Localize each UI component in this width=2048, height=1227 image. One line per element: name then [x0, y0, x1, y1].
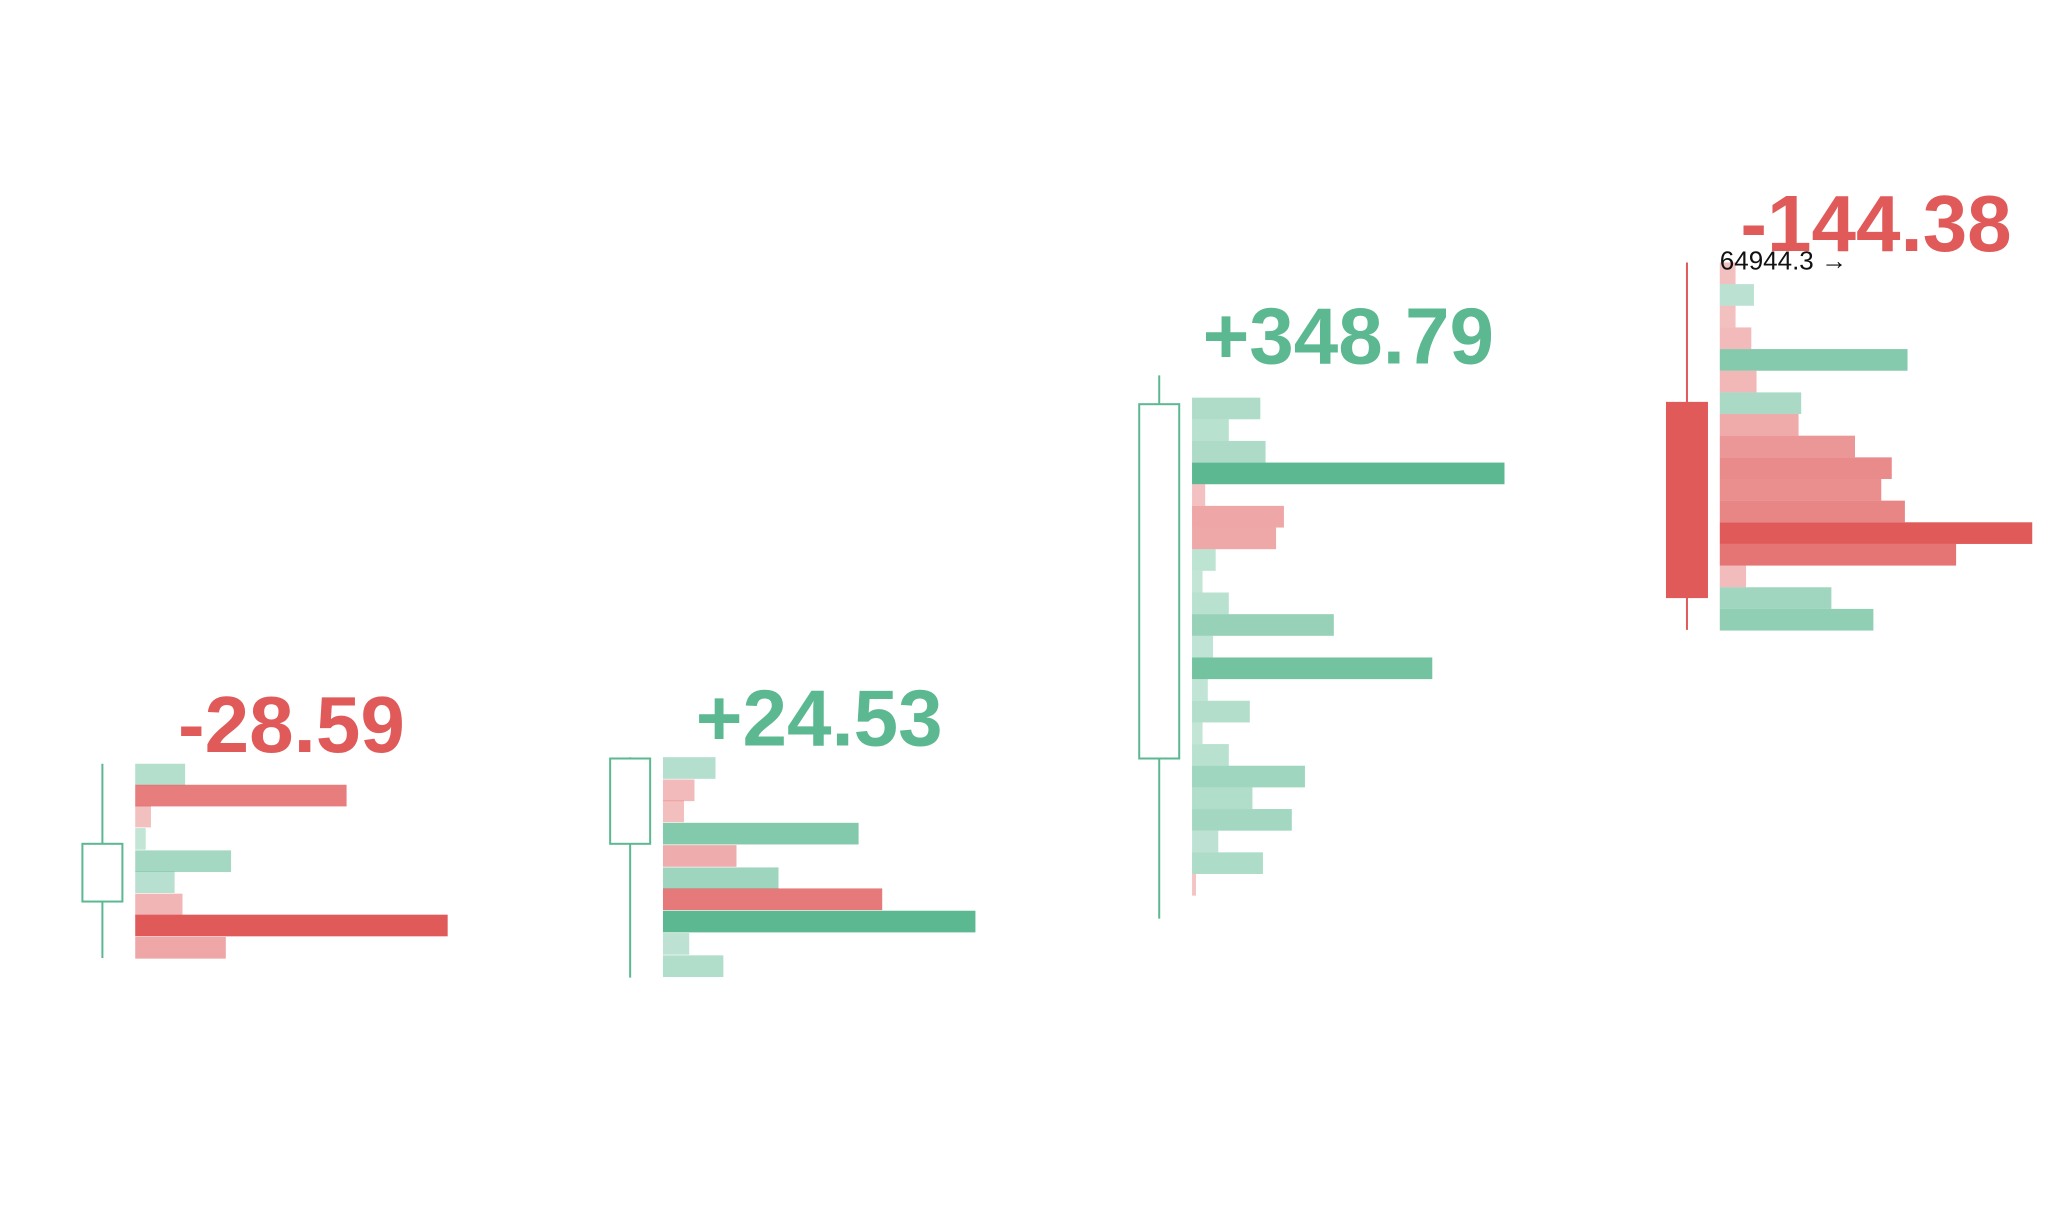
volume-bar: [135, 763, 186, 786]
volume-bar: [1719, 608, 1874, 631]
volume-bar: [1719, 262, 1736, 285]
volume-bar: [1192, 657, 1433, 680]
volume-bar: [1192, 765, 1305, 788]
volume-bar: [662, 845, 737, 867]
volume-bar: [1192, 635, 1214, 658]
volume-bar: [1192, 809, 1292, 831]
volume-bar: [1192, 679, 1208, 701]
volume-bar: [662, 888, 883, 911]
volume-bar: [135, 914, 448, 937]
volume-bar: [1719, 370, 1757, 393]
volume-bar: [1719, 392, 1802, 415]
volume-bar: [1192, 527, 1277, 550]
volume-bar: [1192, 873, 1196, 896]
volume-bar: [135, 850, 232, 873]
volume-bar: [135, 871, 175, 894]
delta-label: -144.38: [1740, 179, 2011, 268]
volume-bar: [135, 784, 347, 807]
volume-bar: [1192, 852, 1263, 874]
volume-bar: [1192, 484, 1206, 506]
volume-bar: [1192, 744, 1229, 766]
volume-bar: [662, 867, 779, 890]
volume-bar: [1719, 457, 1892, 479]
volume-bar: [135, 936, 226, 959]
volume-bar: [1192, 462, 1505, 485]
volume-bar: [1192, 419, 1229, 441]
volume-bar: [1719, 565, 1747, 588]
volume-bar: [1719, 543, 1957, 566]
delta-label: +348.79: [1203, 292, 1494, 381]
volume-bar: [1192, 787, 1253, 810]
volume-bar: [662, 933, 690, 955]
volume-bar: [1719, 522, 2033, 544]
volume-bar: [1719, 327, 1752, 350]
volume-bar: [1719, 587, 1832, 609]
volume-bar: [1719, 284, 1754, 306]
volume-bar: [662, 779, 695, 802]
volume-bar: [1192, 830, 1219, 853]
volume-bar: [135, 805, 151, 828]
volume-bar: [1192, 440, 1266, 463]
volume-bar: [1192, 397, 1261, 420]
volume-bar: [1719, 478, 1882, 501]
volume-bar: [1192, 700, 1250, 723]
volume-bar: [662, 800, 684, 823]
volume-bar: [1719, 349, 1908, 371]
delta-label: +24.53: [696, 674, 943, 763]
volume-bar: [1719, 305, 1736, 328]
candle-body: [1665, 401, 1708, 599]
volume-bar: [1192, 570, 1203, 593]
volume-bar: [662, 910, 976, 933]
candle-body: [81, 842, 124, 903]
volume-bar: [662, 757, 716, 779]
volume-bar: [1192, 549, 1216, 571]
candle-body: [1138, 403, 1181, 760]
volume-bar: [135, 893, 183, 916]
volume-bar: [662, 955, 724, 978]
volume-bar: [1192, 614, 1334, 636]
volume-bar: [1192, 722, 1203, 745]
volume-bar: [135, 828, 146, 850]
volume-bar: [662, 822, 859, 845]
volume-bar: [1192, 592, 1229, 615]
volume-bar: [1719, 435, 1856, 458]
volume-bar: [1719, 414, 1799, 436]
price-marker: 64944.3 →: [1720, 245, 1847, 275]
volume-bar: [1192, 505, 1284, 528]
volume-bar: [1719, 500, 1905, 523]
candle-body: [609, 757, 652, 845]
delta-label: -28.59: [178, 680, 405, 769]
